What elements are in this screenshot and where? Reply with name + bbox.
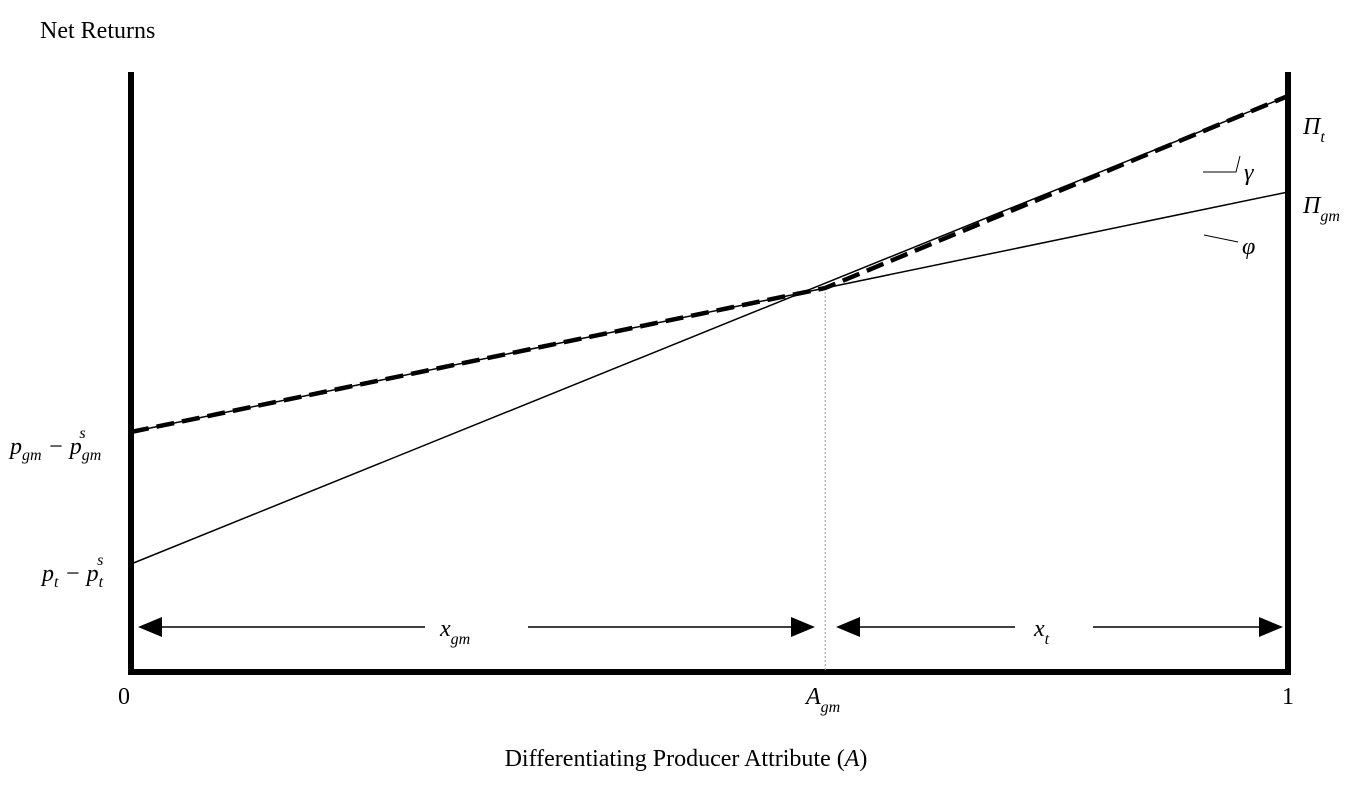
phi-label: φ	[1242, 234, 1255, 260]
series-line-pi-gm	[130, 191, 1289, 433]
pgm-minus-psgm-label: pgm − pgms	[8, 425, 101, 464]
a-gm-tick-label: Agm	[804, 684, 840, 716]
series-line-upper-envelope	[130, 93, 1289, 435]
x-t-arrowhead-right	[1259, 617, 1283, 637]
x-t-arrowhead-left	[836, 617, 860, 637]
x-gm-arrowhead-right	[791, 617, 815, 637]
x-t-label: xt	[1033, 616, 1050, 648]
phi-angle-marker	[1203, 234, 1239, 243]
x-gm-label: xgm	[439, 616, 470, 648]
x-tick-0: 0	[118, 684, 130, 710]
pt-minus-pst-label: pt − pts	[40, 552, 104, 591]
x-tick-1: 1	[1282, 684, 1294, 710]
pi-gm-label: Πgm	[1302, 193, 1340, 225]
gamma-label: γ	[1244, 160, 1254, 186]
y-axis-title: Net Returns	[40, 18, 155, 44]
pi-t-label: Πt	[1302, 114, 1325, 146]
gamma-angle-marker	[1203, 155, 1241, 173]
x-axis-title: Differentiating Producer Attribute (A)	[505, 746, 868, 772]
x-gm-arrowhead-left	[138, 617, 162, 637]
